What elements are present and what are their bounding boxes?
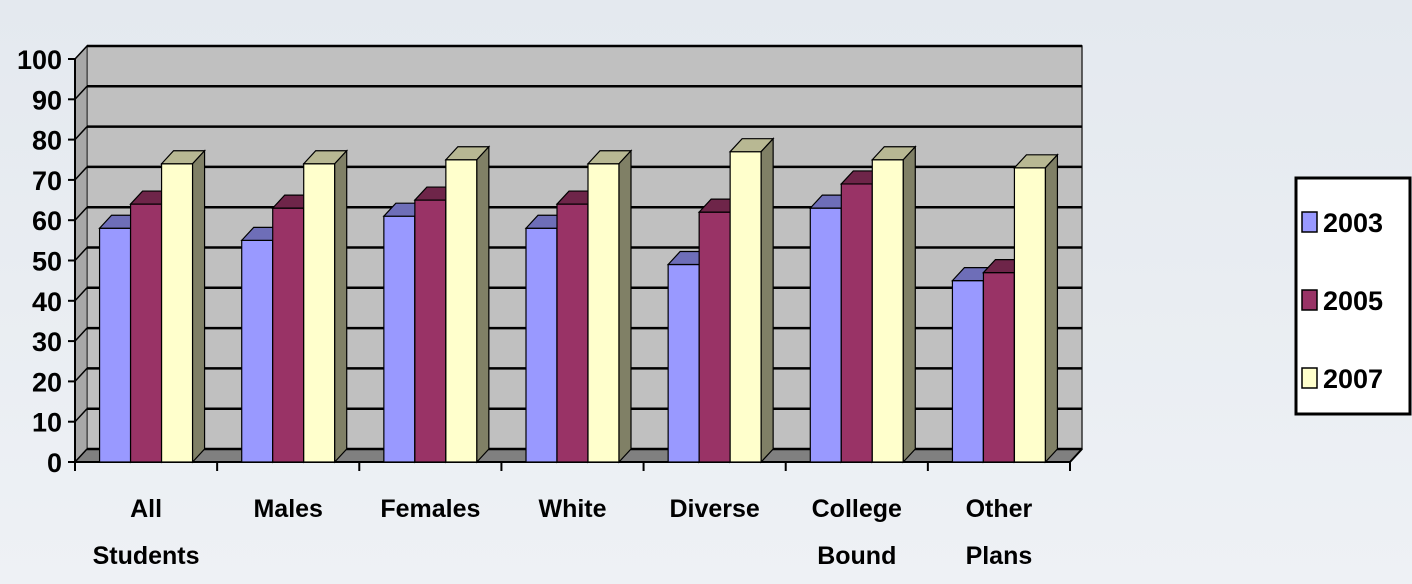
x-category-label: All bbox=[130, 495, 162, 523]
y-tick-label: 90 bbox=[32, 85, 62, 115]
bar-front bbox=[729, 151, 762, 463]
y-tick-label: 70 bbox=[32, 166, 62, 196]
y-tick-label: 60 bbox=[32, 206, 62, 236]
bar-front bbox=[414, 199, 447, 463]
bar-front bbox=[383, 215, 416, 463]
x-category-label: College bbox=[812, 495, 902, 523]
bar-front bbox=[272, 207, 305, 463]
bar-side bbox=[334, 149, 348, 464]
x-category-label: Other bbox=[966, 495, 1033, 523]
bar-side bbox=[476, 145, 490, 464]
y-tick-label: 100 bbox=[17, 45, 62, 75]
y-tick-label: 20 bbox=[32, 367, 62, 397]
legend-swatch-2005 bbox=[1301, 289, 1318, 311]
bar-front bbox=[587, 163, 620, 463]
bar-front bbox=[840, 183, 873, 463]
bar-2007-4 bbox=[728, 137, 775, 464]
legend-label-2007: 2007 bbox=[1323, 364, 1383, 394]
bar-front bbox=[982, 271, 1016, 463]
x-category-label: Diverse bbox=[669, 495, 759, 523]
gridline-side bbox=[74, 85, 88, 100]
x-category-label: Bound bbox=[817, 542, 896, 570]
x-category-label: White bbox=[538, 495, 606, 523]
bar-front bbox=[129, 203, 163, 463]
bar-side bbox=[1044, 153, 1059, 464]
bar-side bbox=[760, 137, 774, 464]
bar-front bbox=[698, 211, 731, 463]
x-category-label: Students bbox=[93, 542, 200, 570]
bar-front bbox=[556, 203, 589, 463]
y-tick-label: 80 bbox=[32, 126, 62, 156]
gridline-side bbox=[74, 408, 88, 423]
gridline-side bbox=[74, 126, 88, 141]
bar-front bbox=[98, 227, 132, 463]
bar-front bbox=[871, 159, 904, 463]
x-axis-edge bbox=[1069, 448, 1083, 463]
gridline-side bbox=[74, 166, 88, 181]
x-category-label: Males bbox=[253, 495, 322, 523]
gridline-side bbox=[74, 287, 88, 302]
gridline-side bbox=[74, 206, 88, 221]
x-category-label: Females bbox=[380, 495, 480, 523]
y-tick-label: 40 bbox=[32, 287, 62, 317]
gridline-side bbox=[74, 45, 88, 60]
bar-side bbox=[902, 145, 916, 464]
legend-swatch-2007 bbox=[1301, 367, 1318, 389]
legend-label-2003: 2003 bbox=[1323, 208, 1383, 238]
legend-swatch-2003 bbox=[1301, 211, 1318, 233]
bar-2007-6 bbox=[1013, 153, 1059, 464]
bar-2007-2 bbox=[444, 145, 491, 464]
bar-front bbox=[241, 239, 274, 463]
bar-front bbox=[303, 163, 336, 463]
x-category-label: Plans bbox=[966, 542, 1033, 570]
y-tick-label: 30 bbox=[32, 327, 62, 357]
gridline-side bbox=[74, 367, 88, 382]
gridline-side bbox=[74, 246, 88, 262]
bar-front bbox=[809, 207, 842, 463]
bar-2007-0 bbox=[160, 149, 206, 464]
bar-2007-1 bbox=[302, 149, 349, 464]
bar-2007-3 bbox=[586, 149, 633, 464]
bar-front bbox=[951, 280, 985, 463]
y-tick-label: 10 bbox=[32, 408, 62, 438]
y-tick-label: 50 bbox=[32, 247, 62, 277]
bar-side bbox=[191, 149, 206, 464]
bar-front bbox=[667, 263, 700, 463]
bar-front bbox=[445, 159, 478, 463]
gridline-side bbox=[74, 448, 88, 463]
y-tick-label: 0 bbox=[47, 448, 62, 478]
legend-label-2005: 2005 bbox=[1323, 286, 1383, 316]
bar-front bbox=[160, 163, 194, 463]
bar-2007-5 bbox=[870, 145, 917, 464]
gridline-side bbox=[74, 327, 88, 342]
bar-side bbox=[618, 149, 632, 464]
bar-front bbox=[525, 227, 558, 463]
bar-front bbox=[1013, 167, 1047, 463]
